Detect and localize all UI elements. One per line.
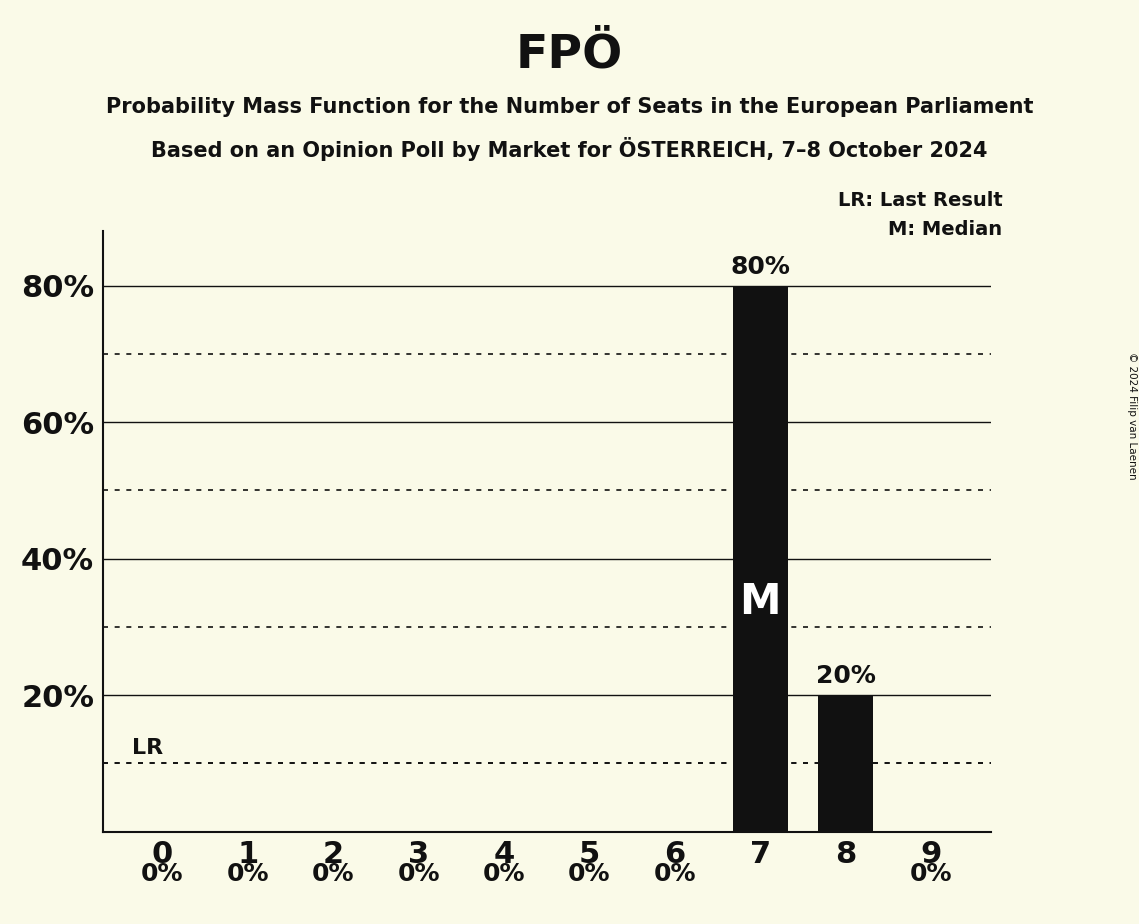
Text: 20%: 20% (816, 664, 876, 688)
Text: 0%: 0% (398, 862, 440, 886)
Text: 0%: 0% (312, 862, 354, 886)
Text: M: Median: M: Median (888, 220, 1002, 239)
Text: Based on an Opinion Poll by Market for ÖSTERREICH, 7–8 October 2024: Based on an Opinion Poll by Market for Ö… (151, 137, 988, 161)
Text: LR: Last Result: LR: Last Result (837, 191, 1002, 211)
Text: 0%: 0% (483, 862, 525, 886)
Text: © 2024 Filip van Laenen: © 2024 Filip van Laenen (1126, 352, 1137, 480)
Text: 0%: 0% (568, 862, 611, 886)
Text: Probability Mass Function for the Number of Seats in the European Parliament: Probability Mass Function for the Number… (106, 97, 1033, 117)
Text: 0%: 0% (141, 862, 183, 886)
Text: 0%: 0% (227, 862, 269, 886)
Text: LR: LR (132, 738, 164, 758)
Text: 0%: 0% (654, 862, 696, 886)
Text: M: M (739, 581, 781, 624)
Bar (732, 286, 788, 832)
Text: FPÖ: FPÖ (516, 32, 623, 78)
Text: 0%: 0% (910, 862, 952, 886)
Text: 80%: 80% (730, 255, 790, 279)
Bar (818, 695, 874, 832)
